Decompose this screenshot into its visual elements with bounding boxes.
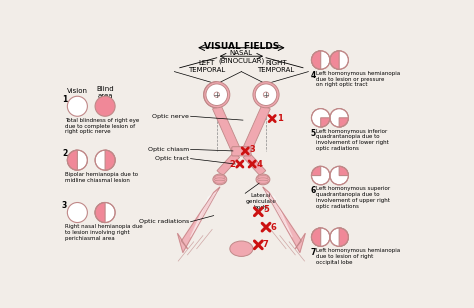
Text: Optic chiasm: Optic chiasm [148,147,189,152]
Wedge shape [105,150,115,170]
Circle shape [67,96,87,116]
Text: Left homonymous hemianopia
due to lesion of right
occipital lobe: Left homonymous hemianopia due to lesion… [316,248,401,265]
Text: 3: 3 [62,201,67,210]
Wedge shape [330,51,339,69]
Text: Right nasal hemianopia due
to lesion involving right
perichiasmal area: Right nasal hemianopia due to lesion inv… [65,224,143,241]
Text: 2: 2 [229,160,235,168]
Text: Blind
area: Blind area [96,86,114,99]
Wedge shape [321,118,330,127]
Ellipse shape [214,176,225,179]
Text: 6: 6 [271,223,276,232]
Circle shape [95,96,115,116]
Circle shape [253,82,279,108]
Text: 5: 5 [310,128,316,138]
Ellipse shape [257,180,268,183]
Ellipse shape [214,178,225,181]
Circle shape [206,84,228,105]
Text: 1: 1 [277,114,283,123]
Wedge shape [95,203,105,222]
Text: 5: 5 [263,205,269,214]
Circle shape [311,108,330,127]
Wedge shape [311,51,321,69]
Text: 7: 7 [310,248,316,257]
Polygon shape [243,105,270,151]
Circle shape [214,92,219,97]
Text: Lateral
geniculate
body: Lateral geniculate body [245,193,276,210]
Text: Total blindness of right eye
due to complete lesion of
right optic nerve: Total blindness of right eye due to comp… [65,118,139,134]
Text: Optic nerve: Optic nerve [152,114,189,119]
Circle shape [95,203,115,222]
Text: RIGHT
TEMPORAL: RIGHT TEMPORAL [257,60,295,73]
FancyBboxPatch shape [232,147,251,156]
Text: 4: 4 [257,160,263,168]
Ellipse shape [214,180,225,183]
Text: Left homonymous hemianopia
due to lesion or pressure
on right optic tract: Left homonymous hemianopia due to lesion… [316,71,401,87]
Text: 1: 1 [62,95,67,104]
Polygon shape [177,187,220,253]
Polygon shape [191,191,219,237]
Text: Left homonymous superior
quadrantanopia due to
involvement of upper right
optic : Left homonymous superior quadrantanopia … [316,186,390,209]
Text: 3: 3 [249,145,255,154]
Circle shape [311,228,330,246]
Polygon shape [264,191,292,237]
Text: LEFT
TEMPORAL: LEFT TEMPORAL [188,60,225,73]
Circle shape [264,92,269,97]
Circle shape [330,166,348,185]
Text: 4: 4 [310,71,316,80]
Circle shape [95,150,115,170]
Circle shape [255,84,277,105]
Circle shape [330,228,348,246]
Polygon shape [212,105,239,151]
Text: Vision: Vision [67,88,88,94]
Text: 2: 2 [62,149,67,158]
Circle shape [311,51,330,69]
Wedge shape [339,118,348,127]
Text: Optic tract: Optic tract [155,156,189,161]
Text: NASAL
(BINOCULAR): NASAL (BINOCULAR) [218,50,264,63]
Ellipse shape [230,241,253,256]
Text: VISUAL FIELDS: VISUAL FIELDS [204,42,279,51]
Ellipse shape [257,178,268,181]
Circle shape [311,166,330,185]
Circle shape [67,203,87,222]
Circle shape [330,108,348,127]
Text: Bipolar hemianopia due to
midline chiasmal lesion: Bipolar hemianopia due to midline chiasm… [65,172,138,183]
Circle shape [204,82,230,108]
Text: Optic radiations: Optic radiations [139,219,189,224]
Text: 6: 6 [310,186,316,195]
Ellipse shape [213,174,227,185]
Text: Left homonymous inferior
quadrantanopia due to
involvement of lower right
optic : Left homonymous inferior quadrantanopia … [316,128,389,151]
Polygon shape [217,152,239,176]
Polygon shape [263,187,305,253]
Circle shape [67,150,87,170]
Wedge shape [339,228,348,246]
Wedge shape [339,166,348,176]
Circle shape [330,51,348,69]
Ellipse shape [257,176,268,179]
Ellipse shape [256,174,270,185]
Wedge shape [67,150,77,170]
Polygon shape [243,152,266,176]
Text: 7: 7 [263,240,269,249]
Wedge shape [311,228,321,246]
Wedge shape [311,166,321,176]
